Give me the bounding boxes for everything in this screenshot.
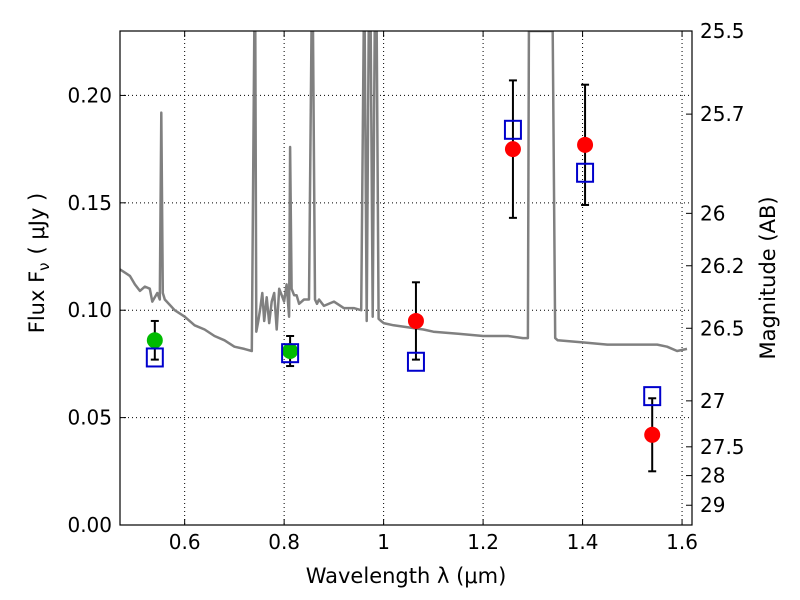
y-axis-label: Flux Fν ( μJy ) <box>25 193 53 334</box>
green-data-point <box>282 343 299 360</box>
x-tick-label: 1.2 <box>467 530 499 554</box>
blue-box-point <box>503 119 522 140</box>
x-tick-label: 0.8 <box>268 530 300 554</box>
red-data-point <box>644 426 661 443</box>
grid-lines <box>120 31 692 525</box>
model-spectrum-line <box>120 31 688 353</box>
right-tick-label: 25.5 <box>700 19 745 43</box>
red-data-point <box>577 136 594 153</box>
right-tick-label: 26.2 <box>700 254 745 278</box>
y-label-subscript: ν <box>35 262 53 270</box>
green-data-point <box>146 332 163 349</box>
x-tick-label: 1.6 <box>666 530 698 554</box>
y-label-main: Flux F <box>25 271 49 333</box>
svg-text:Flux Fν( μJy ): Flux Fν ( μJy ) <box>25 193 53 334</box>
blue-box-point <box>576 162 595 183</box>
x-tick-label: 1.4 <box>567 530 599 554</box>
x-tick-label: 0.6 <box>169 530 201 554</box>
x-tick-label: 1 <box>377 530 390 554</box>
y-tick-label: 0.05 <box>67 406 112 430</box>
right-axis-label: Magnitude (AB) <box>756 196 780 359</box>
plot-frame <box>119 30 693 526</box>
right-tick-label: 25.7 <box>700 102 745 126</box>
blue-box-point <box>281 343 300 364</box>
y-tick-label: 0.15 <box>67 191 112 215</box>
right-tick-label: 28 <box>700 464 725 488</box>
right-tick-label: 27.5 <box>700 435 745 459</box>
y-tick-label: 0.10 <box>67 298 112 322</box>
data-points-layer <box>145 79 662 473</box>
y-label-unit: ( μJy ) <box>25 193 49 255</box>
right-tick-label: 26.5 <box>700 316 745 340</box>
blue-box-point <box>643 386 662 407</box>
x-axis-label: Wavelength λ (μm) <box>306 564 507 588</box>
right-tick-label: 27 <box>700 389 725 413</box>
y-tick-label: 0.00 <box>67 513 112 537</box>
blue-box-point <box>145 347 164 368</box>
axis-ticks: 0.6 0.8 1 1.2 1.4 1.6 0.00 0.05 0.10 0.15 0.20 25.5… <box>67 19 744 554</box>
red-data-point <box>407 312 424 329</box>
y-tick-label: 0.20 <box>67 83 112 107</box>
right-tick-label: 29 <box>700 493 725 517</box>
red-data-point <box>504 141 521 158</box>
blue-box-point <box>406 351 425 372</box>
right-tick-label: 26 <box>700 201 725 225</box>
model-spectrum-layer <box>120 31 688 353</box>
